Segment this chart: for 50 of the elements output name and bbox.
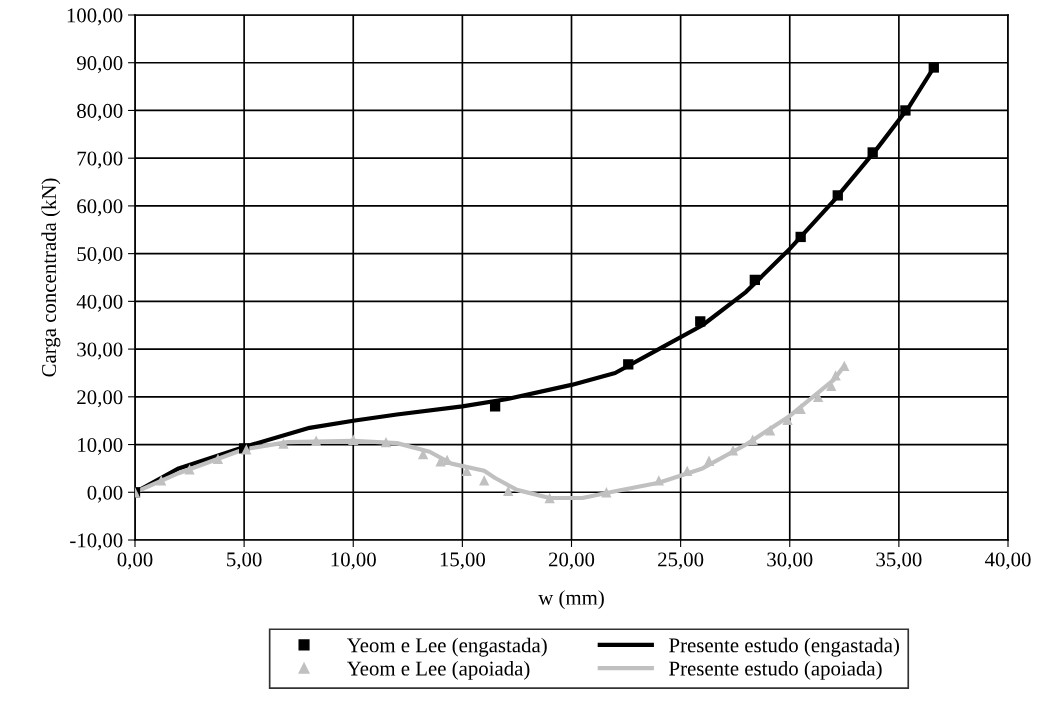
point — [278, 438, 289, 449]
point — [749, 274, 760, 286]
x-tick-label: 40,00 — [984, 552, 1031, 570]
x-tick-label: 20,00 — [548, 552, 595, 570]
y-tick-label: 90,00 — [76, 56, 123, 74]
y-tick-label: 0,00 — [87, 485, 123, 503]
point — [682, 465, 693, 476]
legend-label: Presente estudo (apoiada) — [669, 660, 882, 680]
point — [830, 370, 841, 381]
point — [348, 434, 359, 445]
point — [795, 403, 806, 414]
y-axis-title: Carga concentrada (kN) — [41, 178, 61, 377]
point — [900, 105, 911, 116]
point — [184, 464, 195, 475]
x-tick-label: 25,00 — [658, 552, 704, 570]
y-tick-label: 60,00 — [77, 199, 123, 217]
x-tick-label: 5,00 — [227, 552, 262, 570]
y-tick-label: 70,00 — [77, 151, 123, 169]
y-tick-label: 20,00 — [77, 390, 123, 408]
point — [928, 62, 939, 73]
y-tick-label: 50,00 — [77, 247, 123, 265]
point — [795, 231, 806, 243]
point — [867, 147, 878, 158]
legend-label: Yeom e Lee (apoiada) — [346, 660, 530, 680]
point — [380, 437, 392, 448]
y-tick-label: 40,00 — [76, 294, 123, 312]
x-tick-label: 35,00 — [876, 552, 922, 570]
y-tick-label: -10,00 — [70, 533, 123, 551]
y-tick-label: 100,00 — [67, 8, 123, 26]
point — [544, 492, 555, 504]
x-tick-label: 30,00 — [767, 552, 813, 570]
y-tick-label: 10,00 — [78, 437, 123, 455]
point — [832, 190, 843, 201]
point — [489, 401, 501, 412]
x-tick-label: 15,00 — [440, 552, 486, 570]
point — [695, 316, 706, 327]
point — [782, 414, 793, 425]
point — [623, 359, 634, 370]
y-tick-label: 30,00 — [77, 342, 123, 360]
legend-label: Yeom e Lee (engastada) — [346, 637, 547, 657]
legend-label: Presente estudo (engastada) — [669, 637, 899, 657]
point — [764, 425, 776, 436]
point — [601, 487, 612, 498]
x-tick-label: 0,00 — [117, 552, 153, 570]
x-axis-title: w (mm) — [538, 590, 604, 610]
point — [311, 435, 322, 446]
y-tick-label: 80,00 — [77, 103, 123, 121]
x-tick-label: 10,00 — [331, 552, 376, 570]
point — [703, 455, 715, 466]
point — [212, 453, 224, 465]
